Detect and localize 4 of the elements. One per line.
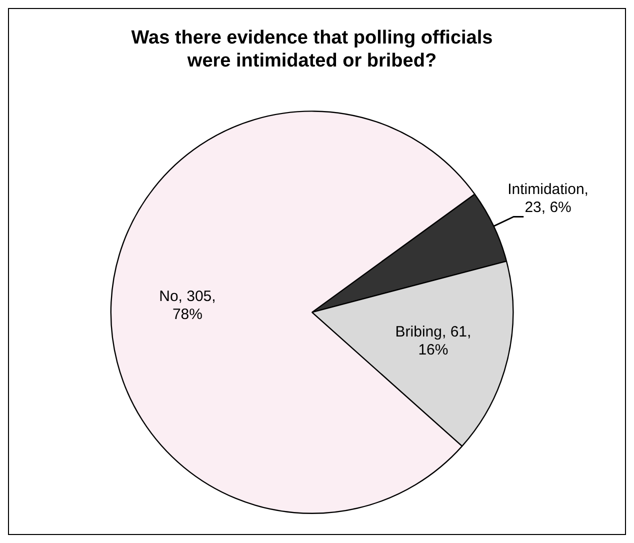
chart-title: Was there evidence that polling officials were intimidated or bribed? <box>131 28 493 72</box>
slice-label: Bribing, 61, 16% <box>395 324 472 359</box>
slice-label: No, 305, 78% <box>159 288 216 324</box>
slice-label: Intimidation, 23, 6% <box>508 180 588 216</box>
